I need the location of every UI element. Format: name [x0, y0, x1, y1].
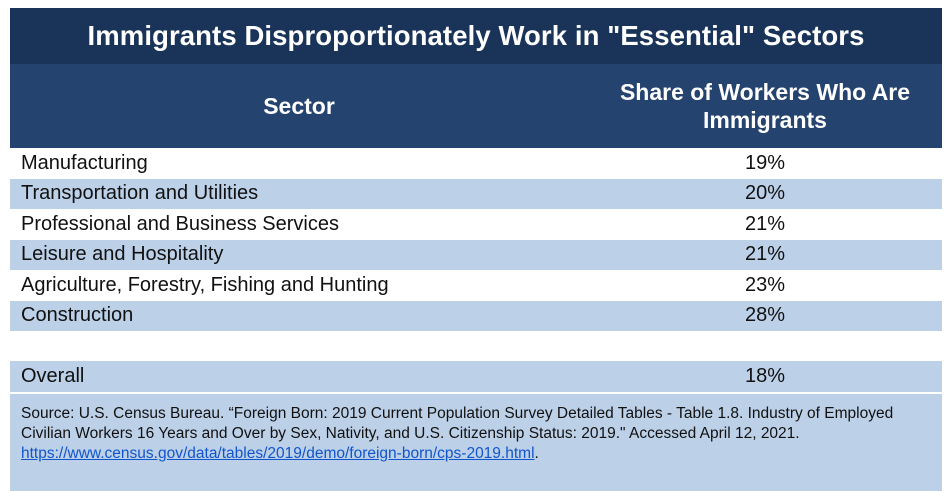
- table-row: Construction 28%: [10, 300, 942, 331]
- share-cell: 21%: [744, 212, 786, 235]
- overall-row: Overall 18%: [10, 361, 942, 392]
- share-cell: 23%: [744, 273, 786, 296]
- column-header-sector: Sector: [263, 92, 335, 119]
- row-spacer: [10, 331, 942, 361]
- table-row: Agriculture, Forestry, Fishing and Hunti…: [10, 270, 942, 301]
- sector-cell: Manufacturing: [21, 151, 148, 174]
- sector-cell: Professional and Business Services: [21, 212, 339, 235]
- share-cell: 20%: [744, 182, 786, 205]
- share-cell: 21%: [744, 243, 786, 266]
- table-figure: Immigrants Disproportionately Work in "E…: [10, 8, 942, 492]
- source-note: Source: U.S. Census Bureau. “Foreign Bor…: [10, 393, 942, 491]
- share-cell: 28%: [744, 304, 786, 327]
- table-body: Manufacturing 19% Transportation and Uti…: [10, 148, 942, 392]
- column-header-share: Share of Workers Who Are Immigrants: [619, 79, 911, 133]
- sector-cell: Transportation and Utilities: [21, 182, 259, 205]
- table-row: Manufacturing 19%: [10, 148, 942, 179]
- overall-label: Overall: [21, 364, 85, 387]
- source-link[interactable]: https://www.census.gov/data/tables/2019/…: [21, 444, 535, 462]
- source-end: .: [534, 444, 539, 462]
- source-text: Source: U.S. Census Bureau. “Foreign Bor…: [21, 404, 894, 442]
- sector-cell: Agriculture, Forestry, Fishing and Hunti…: [21, 273, 389, 296]
- header-row: Sector Share of Workers Who Are Immigran…: [10, 64, 942, 148]
- table-row: Professional and Business Services 21%: [10, 209, 942, 240]
- sector-cell: Leisure and Hospitality: [21, 243, 224, 266]
- title-bar: Immigrants Disproportionately Work in "E…: [10, 8, 942, 64]
- chart-title: Immigrants Disproportionately Work in "E…: [87, 20, 865, 51]
- overall-share: 18%: [744, 364, 786, 387]
- table-row: Leisure and Hospitality 21%: [10, 239, 942, 270]
- sector-cell: Construction: [21, 304, 134, 327]
- share-cell: 19%: [744, 151, 786, 174]
- table-row: Transportation and Utilities 20%: [10, 178, 942, 209]
